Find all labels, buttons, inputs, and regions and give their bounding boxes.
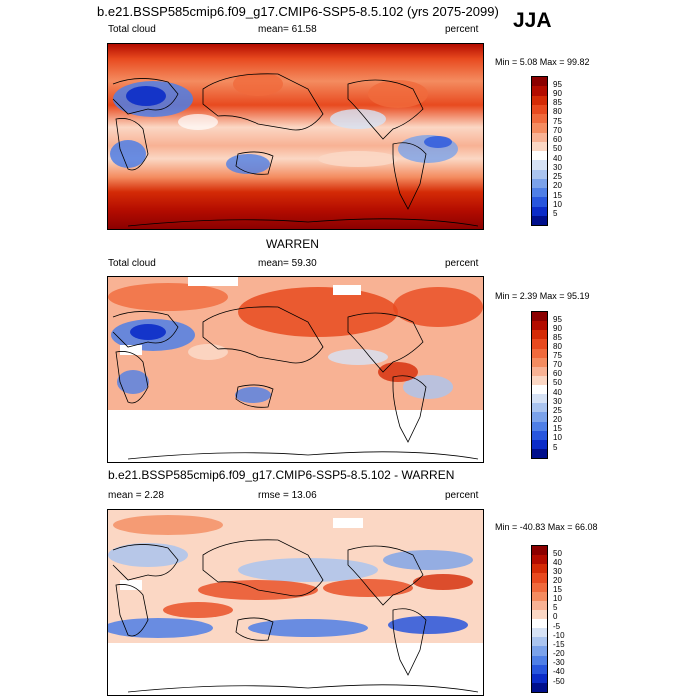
panel3-tick: 20 bbox=[553, 576, 562, 585]
panel3-tick: -20 bbox=[553, 649, 565, 658]
panel1-tick: 30 bbox=[553, 163, 562, 172]
panel2-map bbox=[107, 276, 484, 463]
panel3-tick: -10 bbox=[553, 631, 565, 640]
panel1-tick: 20 bbox=[553, 181, 562, 190]
panel1-tick: 40 bbox=[553, 154, 562, 163]
panel3-tick: 10 bbox=[553, 594, 562, 603]
panel2-tick: 40 bbox=[553, 388, 562, 397]
panel1-tick: 90 bbox=[553, 89, 562, 98]
panel3-tick: 50 bbox=[553, 549, 562, 558]
panel1-tick: 50 bbox=[553, 144, 562, 153]
panel1-tick: 25 bbox=[553, 172, 562, 181]
panel2-map-svg bbox=[108, 277, 483, 462]
panel3-units-label: percent bbox=[445, 490, 479, 501]
panel2-tick: 70 bbox=[553, 360, 562, 369]
panel2-title: WARREN bbox=[266, 237, 319, 251]
panel1-units-label: percent bbox=[445, 24, 479, 35]
panel1-map-svg bbox=[108, 44, 483, 229]
panel3-tick: -40 bbox=[553, 667, 565, 676]
panel2-tick: 15 bbox=[553, 424, 562, 433]
panel3-tick: -5 bbox=[553, 622, 561, 631]
panel3-mean-label: mean = 2.28 bbox=[108, 490, 164, 501]
panel1-minmax: Min = 5.08 Max = 99.82 bbox=[495, 57, 590, 67]
panel2-tick: 50 bbox=[553, 378, 562, 387]
panel3-tick: 15 bbox=[553, 585, 562, 594]
panel3-map-svg bbox=[108, 510, 483, 695]
panel2-tick: 85 bbox=[553, 333, 562, 342]
panel1-tick: 60 bbox=[553, 135, 562, 144]
panel3-tick: 30 bbox=[553, 567, 562, 576]
panel1-variable-label: Total cloud bbox=[108, 24, 156, 35]
panel1-tick: 10 bbox=[553, 200, 562, 209]
panel3-map bbox=[107, 509, 484, 696]
panel2-tick: 75 bbox=[553, 351, 562, 360]
panel3-coastlines bbox=[112, 539, 479, 693]
panel1-tick: 80 bbox=[553, 107, 562, 116]
panel1-colorbar bbox=[531, 76, 548, 226]
panel3-minmax: Min = -40.83 Max = 66.08 bbox=[495, 522, 598, 532]
panel3-tick: -50 bbox=[553, 677, 565, 686]
panel3-tick: -30 bbox=[553, 658, 565, 667]
panel2-tick: 30 bbox=[553, 397, 562, 406]
panel2-units-label: percent bbox=[445, 258, 479, 269]
panel2-tick: 90 bbox=[553, 324, 562, 333]
season-label: JJA bbox=[513, 9, 552, 32]
panel1-tick: 75 bbox=[553, 117, 562, 126]
panel3-colorbar bbox=[531, 545, 548, 693]
panel2-variable-label: Total cloud bbox=[108, 258, 156, 269]
panel2-tick: 10 bbox=[553, 433, 562, 442]
panel3-tick: -15 bbox=[553, 640, 565, 649]
panel2-coastlines bbox=[112, 306, 479, 460]
panel2-tick: 60 bbox=[553, 369, 562, 378]
panel3-tick: 40 bbox=[553, 558, 562, 567]
panel2-tick: 95 bbox=[553, 315, 562, 324]
panel3-title: b.e21.BSSP585cmip6.f09_g17.CMIP6-SSP5-8.… bbox=[108, 468, 455, 482]
panel2-tick: 80 bbox=[553, 342, 562, 351]
panel1-tick: 95 bbox=[553, 80, 562, 89]
figure-title: b.e21.BSSP585cmip6.f09_g17.CMIP6-SSP5-8.… bbox=[97, 4, 499, 19]
panel2-tick: 20 bbox=[553, 415, 562, 424]
panel3-tick: 5 bbox=[553, 603, 558, 612]
panel2-colorbar bbox=[531, 311, 548, 459]
panel1-mean-label: mean= 61.58 bbox=[258, 24, 317, 35]
panel2-mean-label: mean= 59.30 bbox=[258, 258, 317, 269]
panel1-tick: 85 bbox=[553, 98, 562, 107]
panel1-tick: 15 bbox=[553, 191, 562, 200]
panel1-coastlines bbox=[112, 73, 479, 227]
panel3-tick: 0 bbox=[553, 612, 558, 621]
panel2-tick: 25 bbox=[553, 406, 562, 415]
panel1-map bbox=[107, 43, 484, 230]
panel1-tick: 70 bbox=[553, 126, 562, 135]
panel2-minmax: Min = 2.39 Max = 95.19 bbox=[495, 291, 590, 301]
panel2-tick: 5 bbox=[553, 443, 558, 452]
panel1-tick: 5 bbox=[553, 209, 558, 218]
panel3-rmse-label: rmse = 13.06 bbox=[258, 490, 317, 501]
